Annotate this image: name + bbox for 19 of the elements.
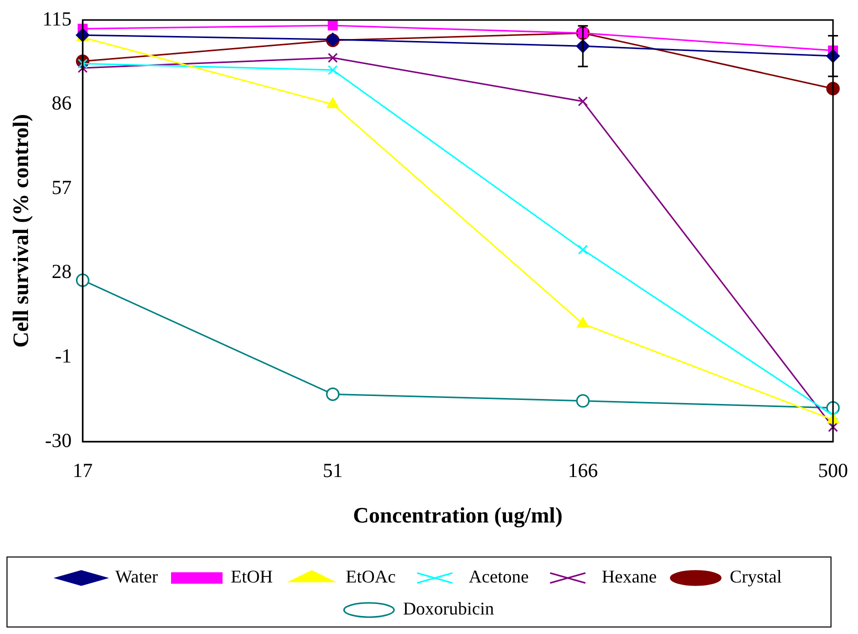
legend-label: Acetone: [468, 566, 529, 587]
legend-label: Water: [115, 566, 158, 587]
y-tick-label: -1: [54, 346, 72, 368]
y-tick-label: 115: [42, 8, 72, 30]
x-tick-label: 17: [72, 460, 93, 482]
legend-label: EtOH: [230, 566, 273, 587]
x-tick-label: 51: [322, 460, 343, 482]
x-tick-label: 166: [568, 460, 598, 482]
y-axis-title: Cell survival (% control): [8, 114, 33, 348]
x-axis-title: Concentration (ug/ml): [353, 502, 563, 528]
y-tick-label: 28: [52, 261, 72, 284]
legend-label: Hexane: [602, 566, 657, 587]
legend-label: Crystal: [730, 566, 782, 587]
x-tick-label: 500: [818, 460, 848, 482]
legend-label: Doxorubicin: [403, 598, 494, 619]
legend-label: EtOAc: [346, 566, 396, 587]
y-tick-label: 57: [52, 176, 72, 199]
y-tick-label: 86: [52, 92, 72, 115]
y-tick-label: -30: [44, 430, 72, 452]
